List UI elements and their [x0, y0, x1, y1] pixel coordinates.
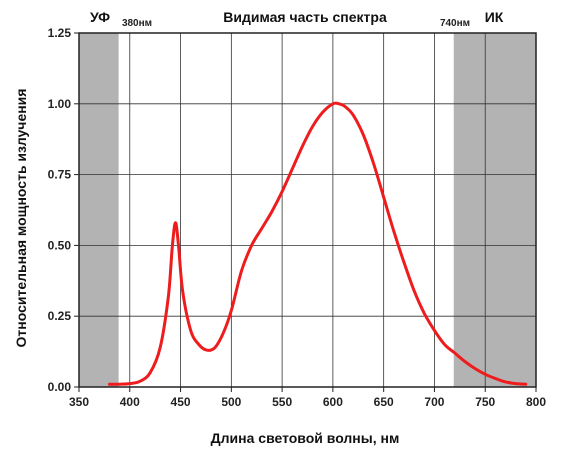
chart-title: Видимая часть спектра [223, 9, 387, 25]
ir-region [453, 33, 536, 387]
x-tick-label: 650 [374, 395, 394, 409]
x-tick-label: 800 [526, 395, 546, 409]
uv-region [79, 33, 119, 387]
x-tick-label: 400 [120, 395, 140, 409]
y-tick-label: 0.25 [48, 309, 72, 323]
uv-boundary-label: 380нм [122, 18, 152, 29]
y-tick-label: 0.50 [48, 238, 72, 252]
plot-frame [78, 32, 537, 388]
x-tick-label: 750 [475, 395, 495, 409]
spectrum-line-0 [108, 101, 528, 386]
regions-layer [79, 33, 536, 387]
ticks-layer [74, 32, 537, 392]
y-tick-label: 1.00 [48, 97, 72, 111]
labels-layer: 350 400 450 500 550 600 650 700 750 800 0.00 0.25 0.… [48, 26, 547, 409]
x-tick-label: 550 [272, 395, 292, 409]
y-tick-label: 1.25 [48, 26, 72, 40]
x-axis-title: Длина световой волны, нм [211, 430, 400, 446]
x-tick-label: 700 [424, 395, 444, 409]
ir-region-label: ИК [485, 9, 504, 25]
x-tick-label: 600 [323, 395, 343, 409]
y-tick-label: 0.75 [48, 168, 72, 182]
x-tick-label: 450 [171, 395, 191, 409]
x-tick-label: 350 [69, 395, 89, 409]
series-layer [108, 101, 528, 386]
ir-boundary-label: 740нм [440, 18, 470, 29]
y-tick-label: 0.00 [48, 380, 72, 394]
y-axis-title: Относительная мощность излучения [13, 89, 29, 348]
x-tick-label: 500 [221, 395, 241, 409]
uv-region-label: УФ [90, 9, 110, 25]
